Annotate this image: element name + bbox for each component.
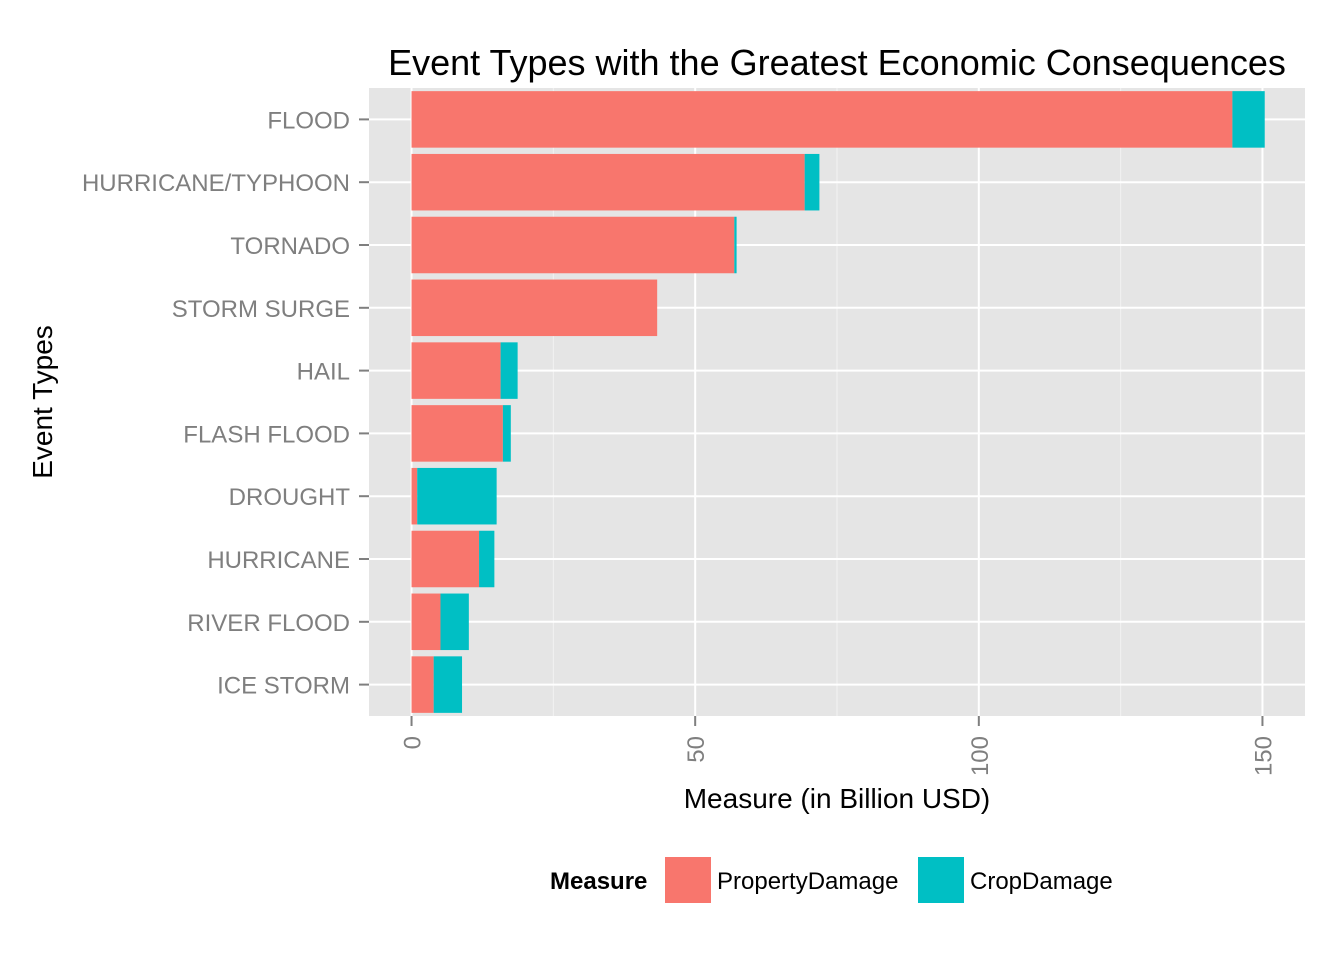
bar-property-damage [411, 91, 1233, 148]
bar-property-damage [411, 467, 418, 525]
x-tick-label: 100 [967, 736, 994, 776]
x-tick-label: 0 [400, 736, 427, 749]
bar-property-damage [411, 342, 501, 399]
bar-property-damage [411, 656, 434, 713]
y-tick-label: HURRICANE/TYPHOON [82, 170, 350, 197]
bar-property-damage [411, 405, 503, 462]
y-tick-label: TORNADO [230, 233, 350, 260]
bar-crop-damage [1232, 91, 1265, 148]
bar-crop-damage [479, 530, 495, 588]
y-tick-label: HAIL [297, 359, 350, 386]
bars [411, 91, 1265, 713]
legend-swatch-property-damage [665, 857, 711, 903]
legend-swatch-crop-damage [918, 857, 964, 903]
chart-title: Event Types with the Greatest Economic C… [388, 42, 1286, 83]
y-axis-title: Event Types [27, 325, 58, 479]
y-tick-label: FLOOD [267, 107, 350, 134]
bar-crop-damage [804, 153, 820, 211]
bar-crop-damage [500, 342, 518, 399]
x-axis-title: Measure (in Billion USD) [684, 783, 991, 814]
bar-crop-damage [734, 216, 737, 274]
bar-crop-damage [502, 405, 511, 462]
legend: Measure PropertyDamage CropDamage [550, 857, 1113, 903]
bar-property-damage [411, 153, 805, 211]
x-axis-ticks: 0 50 100 150 [400, 716, 1277, 776]
y-tick-label: DROUGHT [229, 484, 351, 511]
bar-property-damage [411, 216, 735, 274]
y-tick-label: RIVER FLOOD [187, 610, 350, 637]
x-tick-label: 50 [683, 736, 710, 763]
y-tick-label: ICE STORM [217, 673, 350, 700]
y-tick-label: FLASH FLOOD [183, 421, 350, 448]
bar-crop-damage [417, 467, 497, 525]
bar-property-damage [411, 530, 480, 588]
y-tick-label: STORM SURGE [172, 296, 350, 323]
bar-crop-damage [440, 593, 469, 651]
bar-property-damage [411, 279, 658, 337]
bar-crop-damage [433, 656, 463, 713]
y-tick-label: HURRICANE [207, 547, 350, 574]
legend-label-property-damage: PropertyDamage [717, 868, 898, 895]
bar-property-damage [411, 593, 441, 651]
x-tick-label: 150 [1250, 736, 1277, 776]
legend-label-crop-damage: CropDamage [970, 868, 1113, 895]
y-axis-ticks: FLOOD HURRICANE/TYPHOON TORNADO STORM SURGE… [82, 107, 369, 700]
legend-title: Measure [550, 868, 647, 895]
